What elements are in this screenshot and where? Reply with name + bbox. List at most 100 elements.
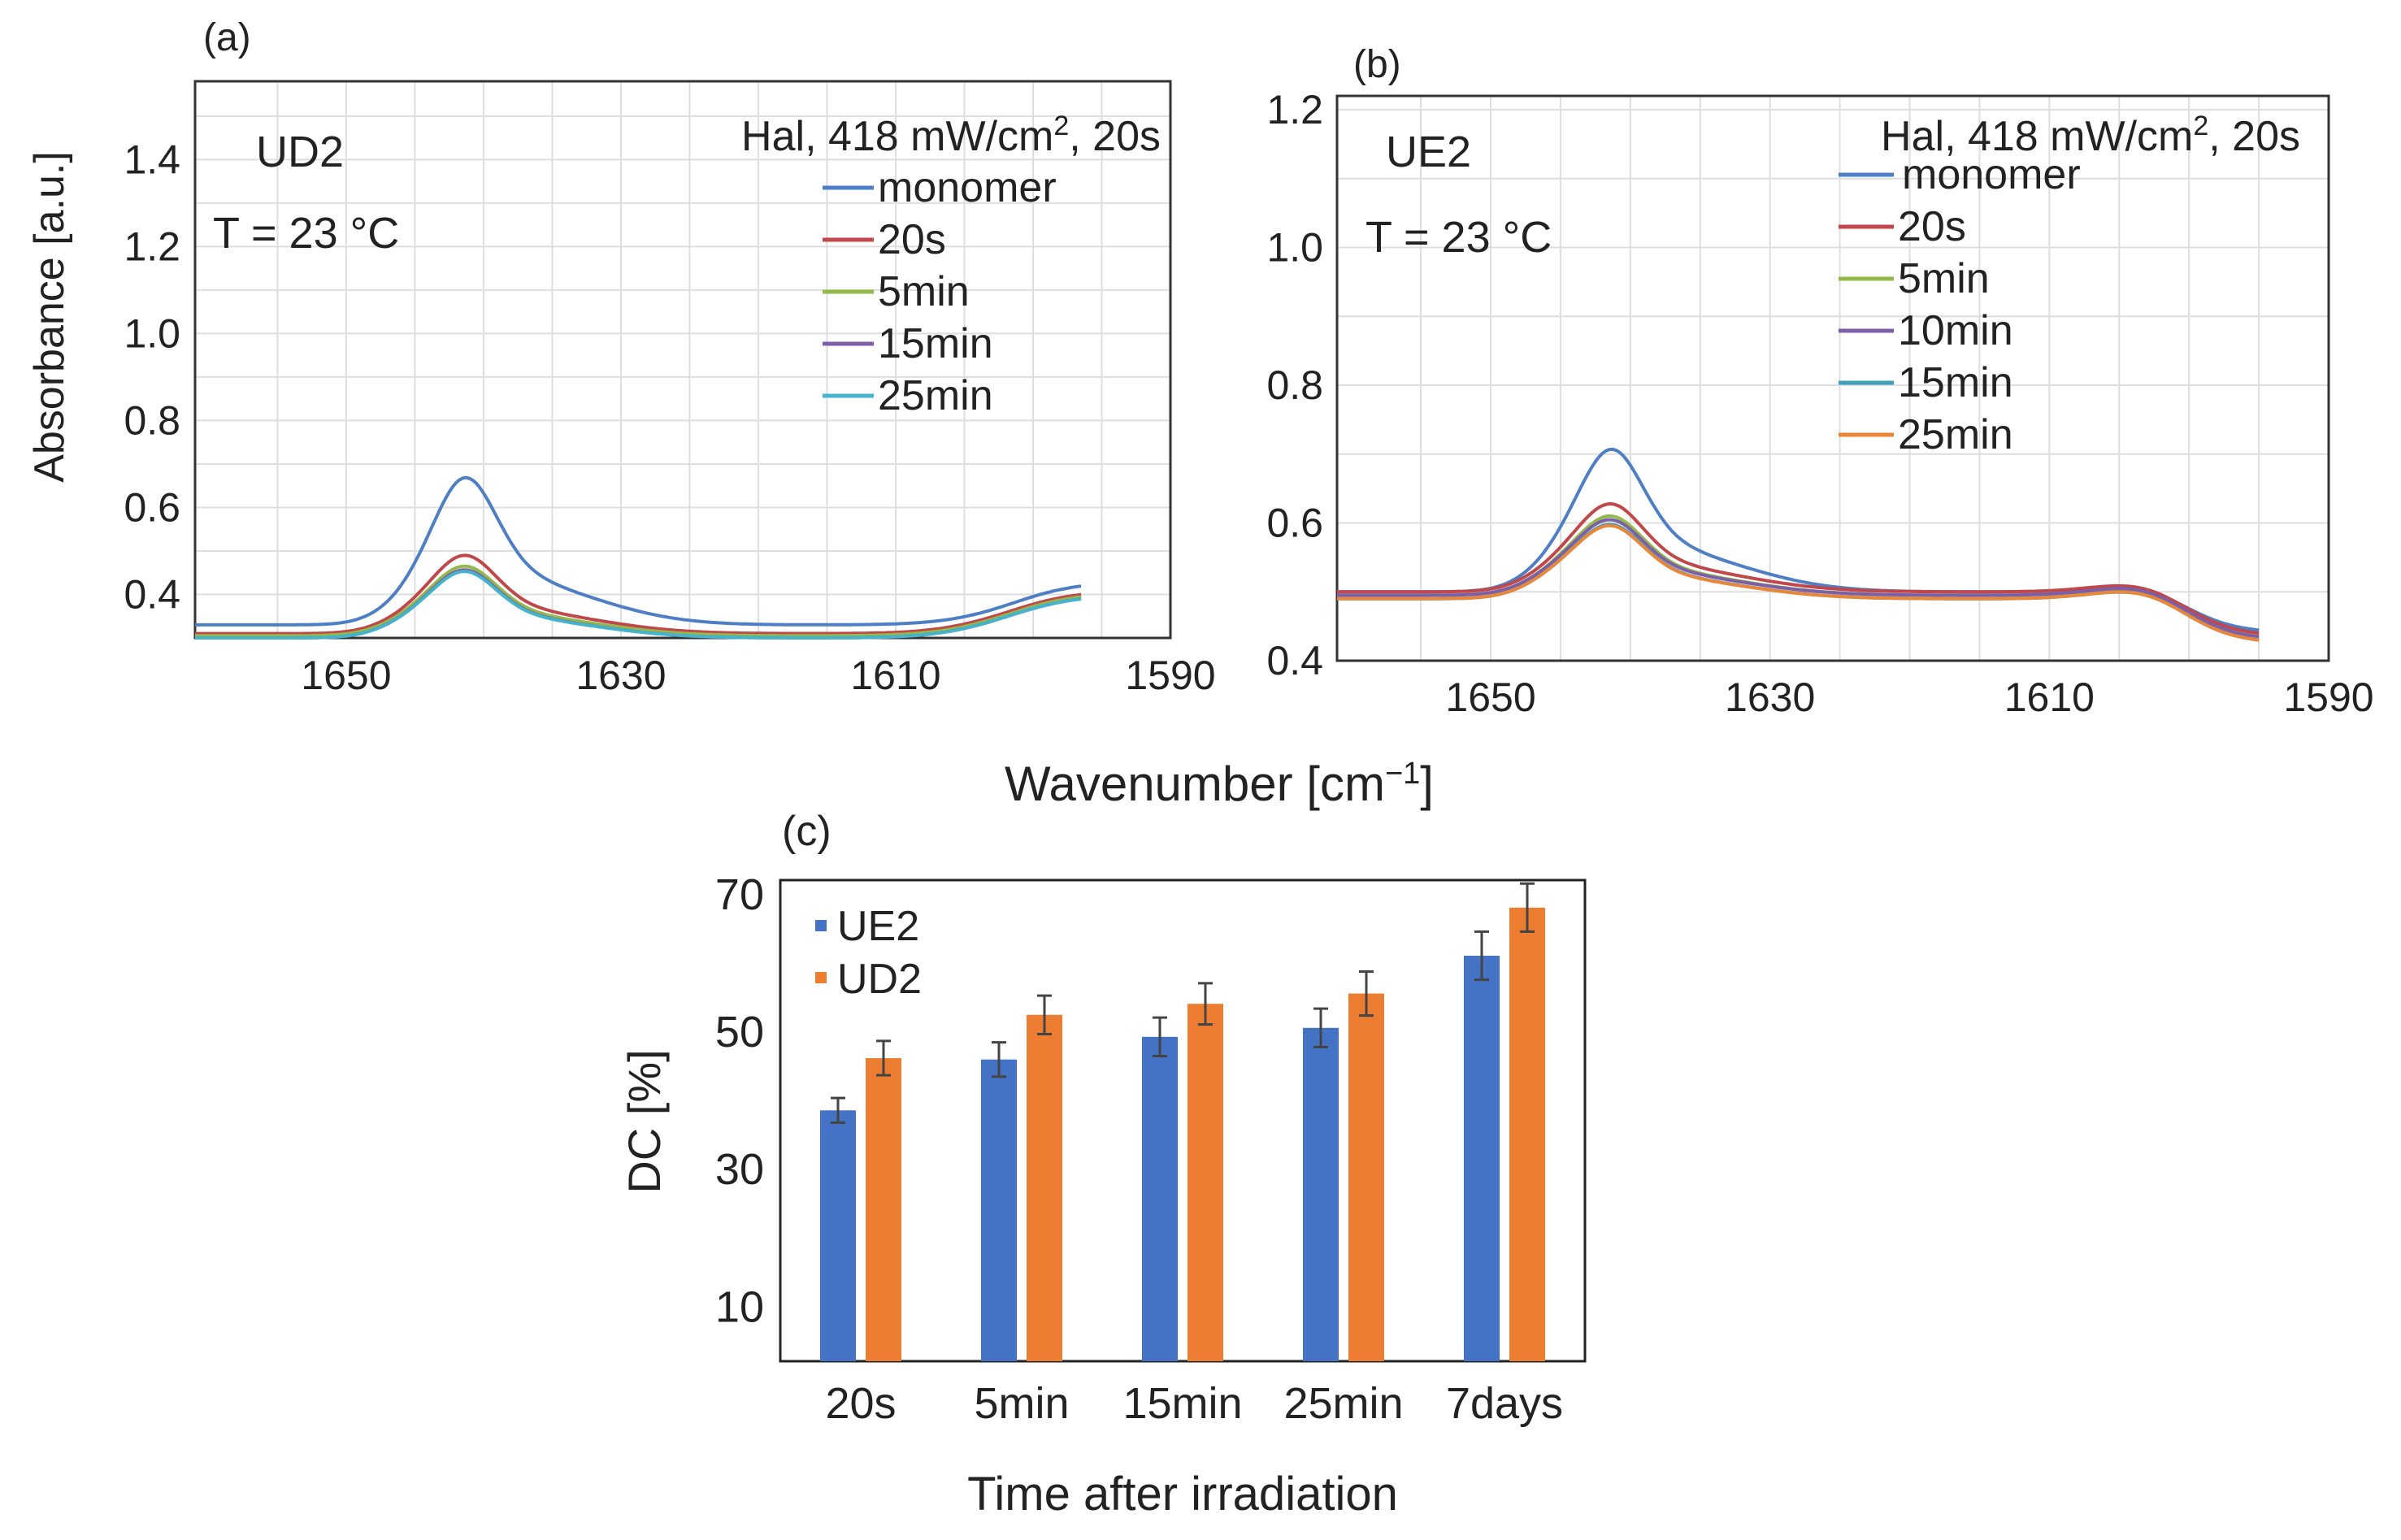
panel-c-legend-swatch-ud2 <box>815 972 827 983</box>
panel-b-ytick-2: 0.8 <box>1266 362 1323 408</box>
panel-c-bar-ue2-5min <box>981 1059 1017 1361</box>
panel-a-temperature-label: T = 23 °C <box>213 209 399 258</box>
panel-c-x-ticks: 20s 5min 15min 25min 7days <box>825 1379 1563 1428</box>
panel-a-ytick-2: 0.8 <box>124 397 180 443</box>
panel-a-series <box>195 475 1082 640</box>
panel-c-legend-label-ue2: UE2 <box>837 903 919 950</box>
shared-xlabel-sup: −1 <box>1385 757 1420 791</box>
panel-c-bar-ud2-7days <box>1509 907 1545 1361</box>
panel-c-ytick-2: 50 <box>715 1008 764 1056</box>
panel-a: (a) 0.4 0.6 0.8 1.0 1.2 1.4 1650 1630 16… <box>26 16 1216 698</box>
panel-b-temperature-label: T = 23 °C <box>1365 213 1552 262</box>
panel-b-ytick-4: 1.2 <box>1266 87 1323 132</box>
panel-b-condition-suffix: , 20s <box>2208 113 2300 160</box>
panel-c-legend-swatch-ue2 <box>815 920 827 931</box>
panel-a-legend: monomer 20s 5min 15min 25min <box>823 164 1057 419</box>
panel-b-legend-label-15min: 15min <box>1898 359 2013 406</box>
panel-a-ytick-5: 1.4 <box>124 137 180 182</box>
panel-a-xtick-0: 1650 <box>301 653 391 698</box>
panel-a-condition-sup: 2 <box>1053 111 1069 141</box>
panel-c-plot-frame <box>779 878 1587 1363</box>
panel-c-xlabel: Time after irradiation <box>967 1468 1398 1520</box>
panel-c-bar-ud2-20s <box>866 1058 901 1361</box>
panel-c-errorbar-ue2-15min <box>1153 1016 1167 1057</box>
panel-c-bar-ue2-25min <box>1303 1027 1339 1361</box>
panel-c-ytick-3: 70 <box>715 870 764 919</box>
panel-c-ylabel: DC [%] <box>619 1049 670 1193</box>
panel-a-legend-label-15min: 15min <box>878 320 993 367</box>
panel-b-series-20s <box>1337 501 2260 636</box>
panel-a-condition-suffix: , 20s <box>1069 113 1161 160</box>
panel-b-legend-label-5min: 5min <box>1898 255 1990 302</box>
panel-c-xtick-4: 7days <box>1446 1379 1563 1428</box>
panel-c-errorbar-ud2-7days <box>1520 882 1535 933</box>
shared-xlabel-main: Wavenumber [cm <box>1005 757 1385 811</box>
panel-b-legend-label-10min: 10min <box>1898 307 2013 354</box>
panel-c-bars <box>820 907 1545 1361</box>
shared-xlabel-end: ] <box>1420 757 1434 811</box>
panel-a-xtick-3: 1590 <box>1125 653 1215 698</box>
panel-c-errorbar-ue2-20s <box>831 1096 845 1125</box>
panel-c-error-bars <box>831 882 1535 1125</box>
panel-c: (c) 10 30 50 70 <box>619 808 1587 1520</box>
panel-a-plot-frame <box>193 80 1172 640</box>
panel-b-ytick-3: 1.0 <box>1266 224 1323 270</box>
panel-b-ytick-1: 0.6 <box>1266 500 1323 545</box>
panel-b-xtick-0: 1650 <box>1445 675 1535 720</box>
panel-b-legend-label-25min: 25min <box>1898 411 2013 458</box>
panel-b-xtick-3: 1590 <box>2283 675 2373 720</box>
panel-c-errorbar-ud2-25min <box>1359 970 1374 1017</box>
panel-a-legend-label-monomer: monomer <box>878 164 1057 211</box>
panel-a-xtick-1: 1630 <box>575 653 666 698</box>
panel-a-y-ticks: 0.4 0.6 0.8 1.0 1.2 1.4 <box>124 137 180 617</box>
panel-b-ytick-0: 0.4 <box>1266 638 1323 683</box>
panel-b-y-ticks: 0.4 0.6 0.8 1.0 1.2 <box>1266 87 1323 683</box>
panel-b-series-25min <box>1337 523 2260 642</box>
panel-a-ylabel: Absorbance [a.u.] <box>26 151 73 483</box>
panel-c-bar-ud2-25min <box>1348 993 1384 1361</box>
panel-a-condition-label: Hal, 418 mW/cm2, 20s <box>741 111 1161 160</box>
panel-b-sample-label: UE2 <box>1386 128 1471 176</box>
panel-c-bar-ue2-7days <box>1464 956 1500 1361</box>
panel-b-series-monomer <box>1337 447 2260 632</box>
panel-a-condition-prefix: Hal, 418 mW/cm <box>741 113 1053 160</box>
panel-a-legend-label-5min: 5min <box>878 268 970 315</box>
panel-c-errorbar-ue2-25min <box>1313 1007 1328 1049</box>
panel-b-series-10min <box>1337 518 2260 639</box>
panel-c-y-ticks: 10 30 50 70 <box>715 870 764 1331</box>
panel-a-legend-label-25min: 25min <box>878 372 993 419</box>
panel-a-series-25min <box>195 570 1082 640</box>
panel-a-sample-label: UD2 <box>256 128 344 176</box>
shared-xlabel: Wavenumber [cm−1] <box>1005 757 1434 811</box>
panel-b-condition-label: Hal, 418 mW/cm2, 20s <box>1881 111 2300 160</box>
panel-b-series-5min <box>1337 514 2260 639</box>
panel-b-series <box>1337 447 2260 642</box>
panel-a-label: (a) <box>203 16 251 59</box>
panel-b-grid <box>1337 96 2329 662</box>
panel-c-bar-ud2-5min <box>1027 1014 1062 1361</box>
panel-c-xtick-2: 15min <box>1122 1379 1242 1428</box>
panel-b: (b) 0.4 0.6 0.8 1.0 1.2 1650 1630 1610 1… <box>1266 43 2373 720</box>
panel-c-xtick-3: 25min <box>1283 1379 1403 1428</box>
panel-a-series-monomer <box>195 475 1082 627</box>
panel-a-ytick-3: 1.0 <box>124 310 180 356</box>
panel-a-x-ticks: 1650 1630 1610 1590 <box>301 653 1215 698</box>
panel-c-legend: UE2 UD2 <box>815 903 922 1003</box>
panel-a-ytick-4: 1.2 <box>124 223 180 269</box>
panel-b-legend: monomer 20s 5min 10min 15min 25min <box>1839 151 2081 458</box>
panel-b-legend-label-20s: 20s <box>1898 203 1966 250</box>
panel-a-legend-label-20s: 20s <box>878 216 946 263</box>
panel-c-bar-ue2-15min <box>1142 1036 1178 1361</box>
panel-b-legend-label-monomer: monomer <box>1902 151 2081 198</box>
panel-c-ytick-0: 10 <box>715 1282 764 1331</box>
panel-a-ytick-0: 0.4 <box>124 571 180 617</box>
panel-b-xtick-2: 1610 <box>2004 675 2095 720</box>
panel-b-plot-frame <box>1335 94 2330 662</box>
panel-b-xtick-1: 1630 <box>1725 675 1815 720</box>
panel-b-x-ticks: 1650 1630 1610 1590 <box>1445 675 2373 720</box>
panel-a-ytick-1: 0.6 <box>124 484 180 530</box>
panel-a-xtick-2: 1610 <box>850 653 940 698</box>
panel-c-errorbar-ud2-5min <box>1037 994 1052 1035</box>
panel-b-label: (b) <box>1353 43 1401 86</box>
